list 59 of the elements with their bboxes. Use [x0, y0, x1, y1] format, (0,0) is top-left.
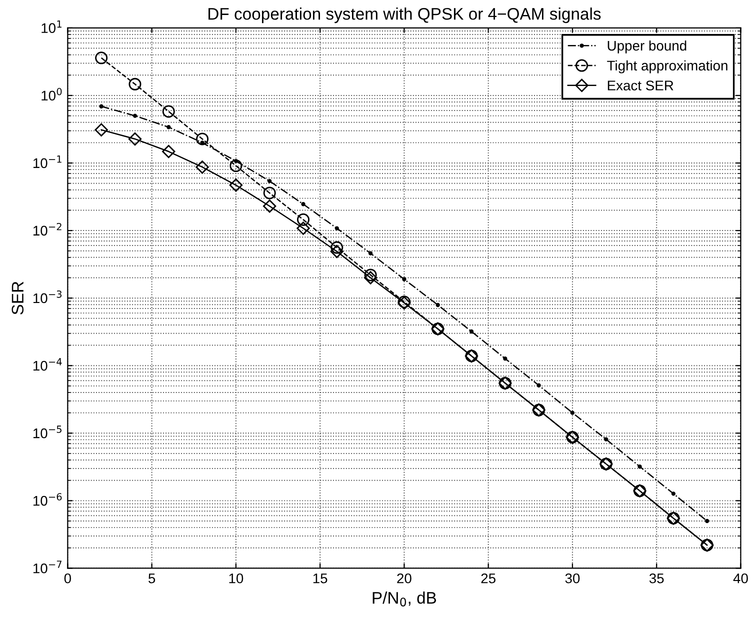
- point: [162, 144, 176, 158]
- y-tick-label: 10$^{−2}$: [33, 222, 62, 236]
- legend-label: Tight approximation: [607, 60, 728, 74]
- legend-label: Exact SER: [608, 80, 674, 90]
- point: [263, 200, 276, 213]
- x-tick-label: 0: [64, 573, 71, 584]
- point: [296, 213, 310, 226]
- legend-label: Upper bound: [608, 40, 686, 54]
- point: [671, 492, 676, 496]
- point: [704, 518, 710, 524]
- point: [334, 226, 339, 230]
- y-tick-label: 10$^{−4}$: [33, 358, 62, 371]
- y-tick-label: 10$^{−3}$: [33, 290, 62, 304]
- point: [638, 464, 642, 469]
- y-tick-label: 10$^{−5}$: [33, 426, 62, 438]
- y-tick-label: 10$^{−7}$: [33, 560, 62, 574]
- x-tick-label: 35: [649, 573, 664, 584]
- point: [230, 160, 242, 172]
- point: [128, 78, 142, 90]
- point: [95, 52, 108, 64]
- y-tick-label: 10$^{0}$: [42, 88, 62, 101]
- x-tick-label: 30: [565, 573, 580, 584]
- point: [162, 105, 175, 118]
- x-axis-title: P/N$_{0}$, dB: [372, 591, 436, 606]
- point: [469, 329, 474, 334]
- x-tick-label: 15: [313, 574, 328, 584]
- point: [301, 202, 306, 206]
- point: [604, 437, 608, 442]
- point: [229, 178, 243, 192]
- point: [128, 132, 142, 146]
- point: [330, 244, 344, 258]
- point: [196, 160, 209, 174]
- point: [132, 114, 138, 118]
- x-tick-label: 10: [229, 573, 244, 584]
- point: [364, 271, 378, 284]
- point: [99, 104, 104, 108]
- point: [196, 132, 209, 146]
- point: [536, 383, 541, 388]
- point: [364, 268, 377, 282]
- chart-title: DF cooperation system with QPSK or 4−QAM signals: [208, 8, 601, 24]
- point: [166, 125, 171, 130]
- point: [296, 222, 310, 235]
- x-tick-label: 25: [481, 573, 496, 584]
- y-tick-label: 10$^{1}$: [42, 20, 62, 34]
- y-tick-label: 10$^{−1}$: [33, 156, 62, 168]
- point: [330, 241, 344, 254]
- point: [402, 277, 406, 282]
- point: [368, 251, 373, 256]
- point: [263, 186, 276, 200]
- point: [268, 179, 272, 184]
- y-tick-label: 10$^{−6}$: [33, 493, 62, 506]
- x-tick-label: 40: [733, 573, 748, 584]
- x-tick-label: 5: [148, 574, 156, 584]
- point: [503, 356, 508, 361]
- x-tick-label: 20: [397, 573, 412, 584]
- point: [436, 302, 440, 308]
- point: [94, 123, 108, 136]
- y-axis-title: SER: [12, 282, 24, 314]
- point: [570, 410, 575, 415]
